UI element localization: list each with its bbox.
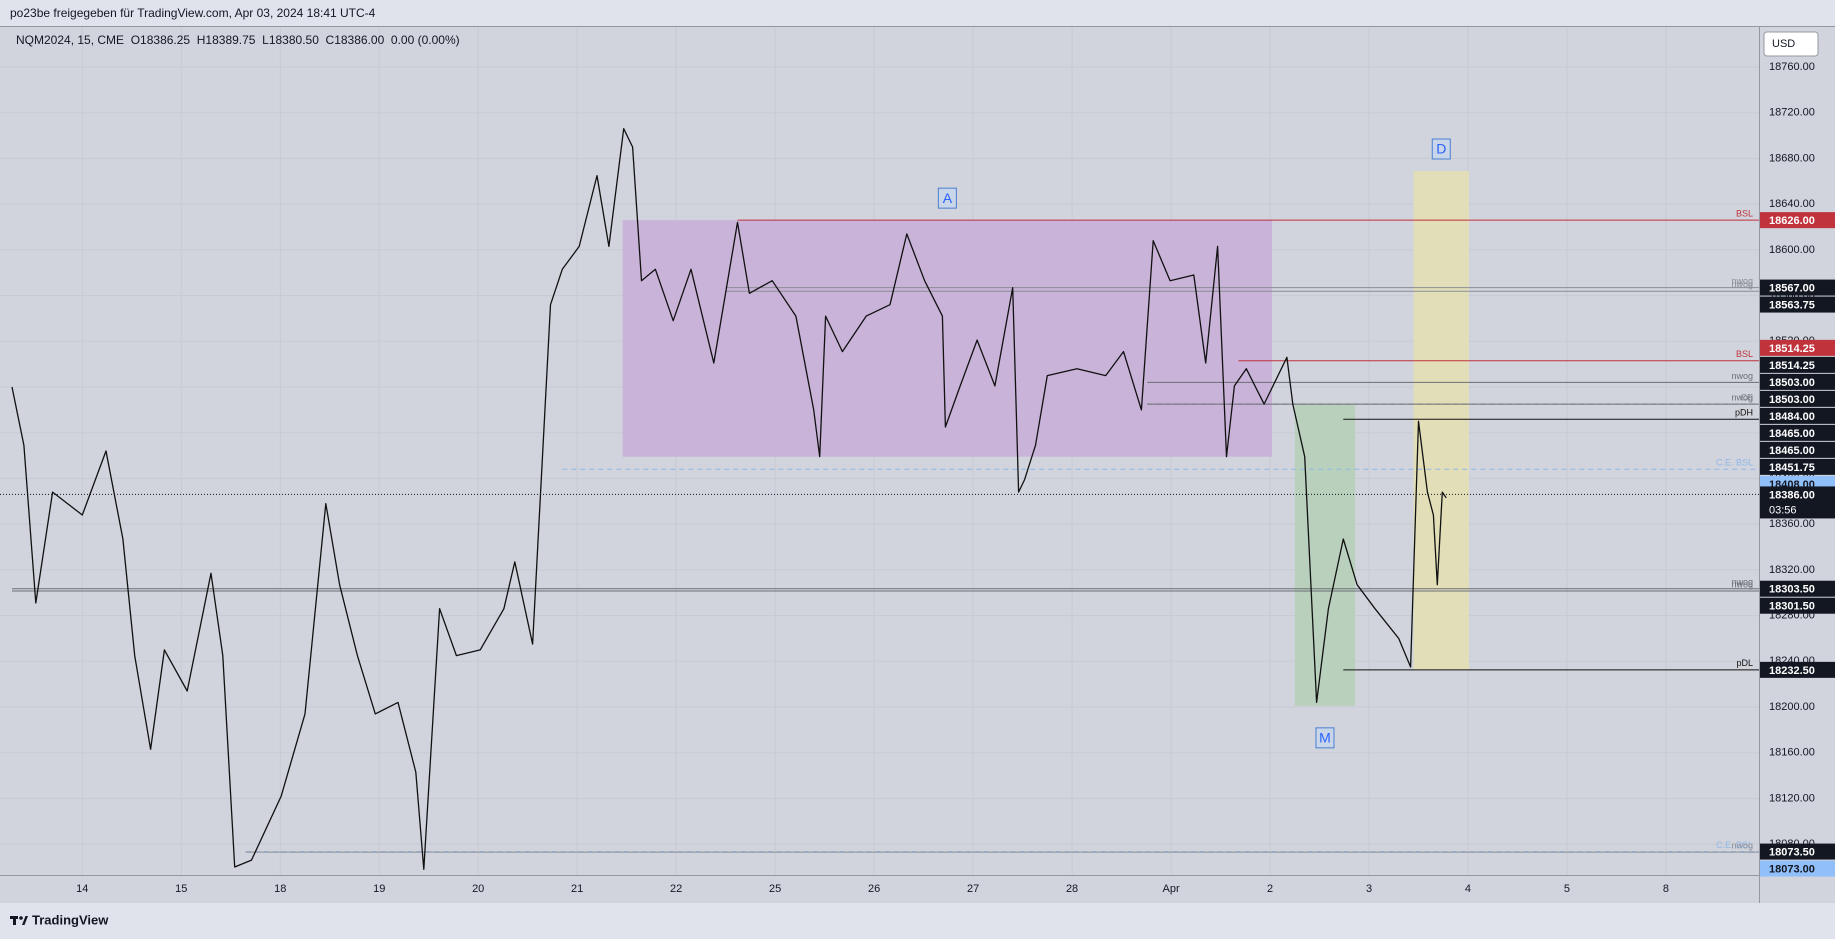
currency-label: USD: [1772, 38, 1795, 50]
price-badge-label: 18567.00: [1769, 282, 1815, 294]
x-tick-label: 28: [1066, 883, 1078, 895]
price-badge: [1760, 212, 1835, 229]
level-label: nwog: [1731, 841, 1753, 851]
x-tick-label: 2: [1267, 883, 1273, 895]
x-tick-label: 15: [175, 883, 187, 895]
level-label: BSL: [1736, 209, 1753, 219]
logo-part: [13, 916, 16, 925]
zone-label: M: [1319, 730, 1331, 746]
tv-logo: [10, 916, 28, 925]
footer-brand: TradingView: [32, 912, 109, 927]
footer-bar: [0, 903, 1835, 939]
y-tick-label: 18760.00: [1769, 61, 1815, 73]
price-badge: [1760, 373, 1835, 390]
price-badge: [1760, 424, 1835, 441]
price-badge-label: 18301.50: [1769, 601, 1815, 613]
level-label: nwog: [1731, 276, 1753, 286]
x-tick-label: 8: [1663, 883, 1669, 895]
price-badge-label: 18514.25: [1769, 360, 1815, 372]
x-tick-label: 5: [1564, 883, 1570, 895]
y-tick-label: 18600.00: [1769, 244, 1815, 256]
price-badge-label: 18514.25: [1769, 343, 1815, 355]
y-tick-label: 18160.00: [1769, 747, 1815, 759]
price-badge-label: 18484.00: [1769, 411, 1815, 423]
price-badge: [1760, 458, 1835, 475]
zone-label: A: [943, 190, 953, 206]
x-tick-label: 14: [76, 883, 88, 895]
x-tick-label: 19: [373, 883, 385, 895]
price-badge-label: 18303.50: [1769, 584, 1815, 596]
x-tick-label: 22: [670, 883, 682, 895]
zone-label-box: [1315, 727, 1335, 749]
y-tick-label: 18360.00: [1769, 518, 1815, 530]
price-badge-label: 18232.50: [1769, 665, 1815, 677]
price-badge-label: 18503.00: [1769, 394, 1815, 406]
x-tick-label: 25: [769, 883, 781, 895]
price-badge: [1760, 339, 1835, 356]
x-tick-label: 20: [472, 883, 484, 895]
logo-part: [22, 916, 28, 925]
zone-label-box: [1431, 138, 1451, 160]
price-line: [11, 128, 1447, 870]
level-label: pDL: [1736, 658, 1753, 668]
y-tick-label: 18120.00: [1769, 792, 1815, 804]
price-badge-label: 18465.00: [1769, 428, 1815, 440]
logo-part: [19, 916, 23, 920]
price-badge: [1760, 296, 1835, 313]
price-badge: [1760, 441, 1835, 458]
x-tick-label: 18: [274, 883, 286, 895]
y-tick-label: 18200.00: [1769, 701, 1815, 713]
price-badge-label: 18073.50: [1769, 846, 1815, 858]
zone-label: D: [1436, 141, 1446, 157]
level-label: BSL: [1736, 349, 1753, 359]
zone-label-box: [937, 187, 957, 209]
level-label: nwog: [1731, 577, 1753, 587]
price-badge: [1760, 860, 1835, 877]
level-label: CE: [1740, 393, 1753, 403]
price-badge: [1760, 390, 1835, 407]
current-price-label: 18386.00: [1769, 489, 1815, 501]
price-badge: [1760, 407, 1835, 424]
currency-button[interactable]: [1763, 31, 1819, 57]
x-tick-label: 4: [1465, 883, 1471, 895]
x-tick-label: 26: [868, 883, 880, 895]
price-badge: [1760, 843, 1835, 860]
y-tick-label: 18320.00: [1769, 564, 1815, 576]
price-badge: [1760, 580, 1835, 597]
level-label: nwog: [1731, 579, 1753, 589]
price-badge-label: 18563.75: [1769, 299, 1815, 311]
price-badge: [1760, 356, 1835, 373]
x-tick-label: 27: [967, 883, 979, 895]
level-label: pDH: [1735, 408, 1753, 418]
level-label: C.E. BSL: [1716, 840, 1753, 850]
header-bar: [0, 0, 1835, 26]
price-badge-label: 18465.00: [1769, 445, 1815, 457]
current-price-badge: [1760, 486, 1835, 519]
y-tick-label: 18640.00: [1769, 198, 1815, 210]
level-label: nwog: [1731, 371, 1753, 381]
price-badge-label: 18073.00: [1769, 863, 1815, 875]
level-label: nwog: [1731, 393, 1753, 403]
price-badge: [1760, 661, 1835, 678]
x-tick-label: 3: [1366, 883, 1372, 895]
zone: [1413, 171, 1469, 671]
x-tick-label: 21: [571, 883, 583, 895]
price-badge-label: 18626.00: [1769, 215, 1815, 227]
price-badge-label: 18503.00: [1769, 377, 1815, 389]
price-badge-label: 18451.75: [1769, 462, 1815, 474]
header-title: po23be freigegeben für TradingView.com, …: [10, 6, 376, 20]
level-label: C.E. BSL: [1716, 458, 1753, 468]
x-tick-label: Apr: [1162, 883, 1179, 895]
zone: [1294, 404, 1356, 706]
symbol-legend: NQM2024, 15, CME O18386.25 H18389.75 L18…: [16, 33, 460, 47]
y-tick-label: 18680.00: [1769, 152, 1815, 164]
countdown-label: 03:56: [1769, 504, 1797, 516]
price-badge: [1760, 279, 1835, 296]
y-tick-label: 18720.00: [1769, 107, 1815, 119]
price-badge: [1760, 597, 1835, 614]
level-label: nwog: [1731, 280, 1753, 290]
